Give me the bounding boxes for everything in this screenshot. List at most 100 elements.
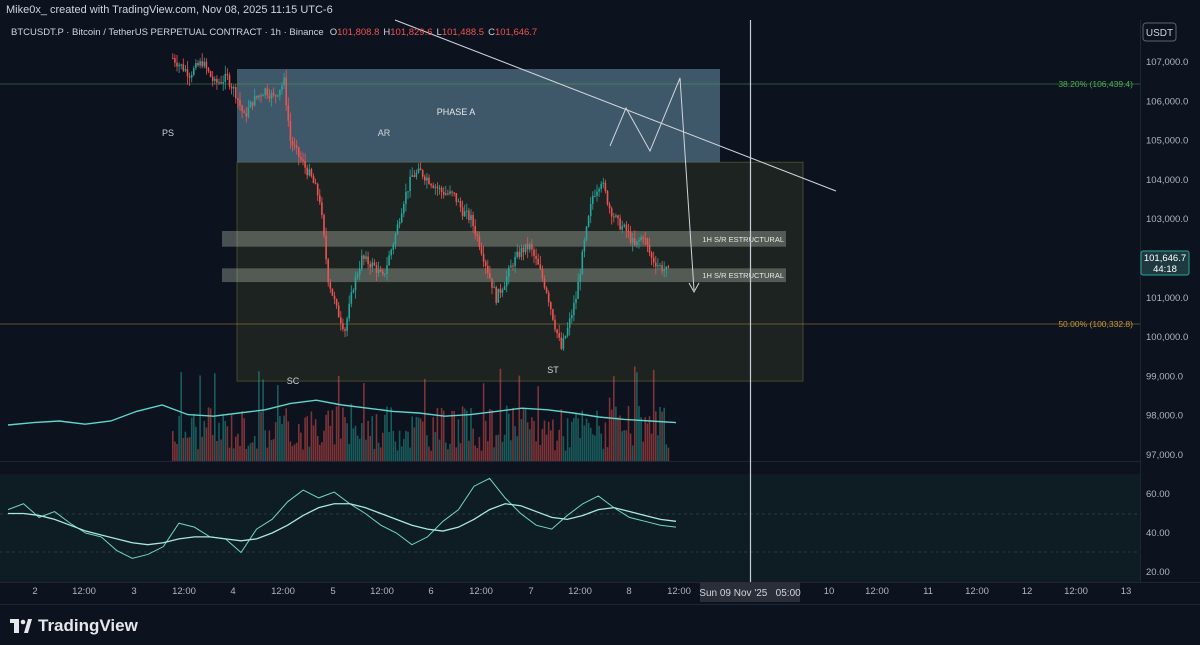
candle-body	[354, 276, 357, 291]
candle-body	[634, 238, 636, 245]
symbol-title[interactable]: BTCUSDT.P · Bitcoin / TetherUS PERPETUAL…	[11, 27, 537, 38]
volume-bar	[583, 425, 586, 461]
crosshair-date-badge	[700, 582, 800, 602]
volume-bar	[382, 432, 384, 461]
candle-body	[421, 170, 424, 177]
volume-bar	[508, 413, 510, 461]
tradingview-logo[interactable]: TradingView	[10, 615, 138, 637]
projection-path[interactable]	[609, 77, 695, 291]
volume-bar	[243, 418, 245, 461]
volume-bar	[587, 422, 590, 461]
price-axis[interactable]	[1140, 20, 1200, 582]
candle-body	[247, 107, 250, 117]
volume-bar	[203, 421, 206, 461]
last-price: 101,646.7	[1144, 253, 1186, 264]
volume-bar	[172, 430, 174, 461]
candle-body	[199, 61, 201, 66]
volume-bar	[188, 437, 191, 461]
candle-body	[228, 75, 231, 87]
volume-bar	[484, 420, 487, 461]
candle-body	[547, 292, 550, 303]
volume-bar	[258, 371, 260, 461]
volume-bar	[352, 428, 355, 461]
phase-a-box[interactable]	[237, 69, 720, 163]
volume-bar	[207, 407, 210, 461]
candle-body	[277, 95, 279, 97]
candle-body	[430, 184, 432, 186]
candle-body	[312, 176, 315, 184]
volume-bar	[226, 426, 229, 461]
volume-bar	[218, 422, 220, 461]
volume-bar	[445, 442, 447, 461]
volume-bar	[426, 435, 428, 461]
footer: TradingView	[0, 604, 1200, 645]
candle-body	[596, 191, 598, 196]
volume-bar	[476, 447, 479, 461]
volume-bar	[512, 407, 514, 461]
volume-bar	[568, 447, 571, 461]
price-tick: 107,000.0	[1146, 57, 1188, 68]
candle-body	[224, 73, 227, 83]
candle-body	[619, 218, 621, 230]
candle-body	[514, 256, 516, 267]
volume-bar	[321, 442, 323, 461]
candle-body	[176, 62, 178, 67]
volume-bar	[596, 410, 598, 461]
candle-body	[615, 215, 617, 217]
candle-body	[180, 64, 182, 66]
volume-bar	[652, 369, 655, 461]
volume-bar	[316, 435, 319, 461]
candle-body	[394, 234, 397, 245]
candle-body	[617, 215, 619, 219]
volume-bar	[369, 435, 371, 461]
candle-body	[638, 239, 640, 242]
volume-bar	[174, 441, 176, 461]
candle-body	[476, 234, 479, 236]
volume-bar	[522, 407, 525, 461]
accumulation-range-box[interactable]	[236, 161, 804, 382]
candle-body	[426, 177, 428, 181]
volume-bar	[325, 414, 327, 461]
candle-body	[455, 192, 458, 202]
volume-bar	[176, 444, 178, 461]
candle-body	[413, 175, 416, 177]
volume-bar	[457, 419, 460, 461]
volume-bar	[487, 441, 489, 461]
candle-body	[302, 159, 304, 161]
volume-bar	[453, 410, 455, 461]
volume-bar	[411, 416, 413, 461]
candle-body	[432, 185, 434, 188]
candle-body	[235, 87, 237, 99]
candle-body	[281, 85, 283, 90]
candle-body	[253, 95, 256, 106]
volume-bar	[333, 444, 336, 461]
candle-body	[245, 112, 248, 117]
candle-body	[201, 61, 203, 67]
volume-bar	[222, 414, 224, 461]
candle-body	[424, 176, 426, 181]
volume-bar	[604, 422, 607, 461]
candle-body	[491, 278, 493, 288]
candle-body	[543, 278, 546, 288]
volume-bar	[266, 447, 269, 461]
time-tick: 4	[230, 586, 235, 597]
trading-chart[interactable]: 38.20% (106,439.4) 50.00% (100,332.8) PHA…	[0, 0, 1200, 604]
candle-body	[428, 177, 430, 185]
sr-zone-lower[interactable]	[222, 268, 786, 283]
volume-bar	[552, 419, 554, 461]
currency-badge[interactable]	[1142, 22, 1177, 42]
volume-bar	[550, 430, 552, 461]
volume-bar	[459, 443, 462, 461]
candle-body	[510, 265, 512, 268]
candle-body	[314, 183, 317, 185]
candle-body	[358, 268, 361, 275]
candle-body	[264, 88, 266, 96]
volume-bar	[214, 373, 216, 461]
crosshair-date: Sun 09 Nov '25 05:00	[699, 588, 801, 599]
volume-bar	[241, 410, 243, 461]
trendline[interactable]	[394, 19, 837, 192]
oscillator-pane[interactable]	[0, 474, 1140, 582]
candle-body	[405, 191, 407, 204]
candle-body	[308, 169, 311, 176]
price-tick: 104,000.0	[1146, 175, 1188, 186]
